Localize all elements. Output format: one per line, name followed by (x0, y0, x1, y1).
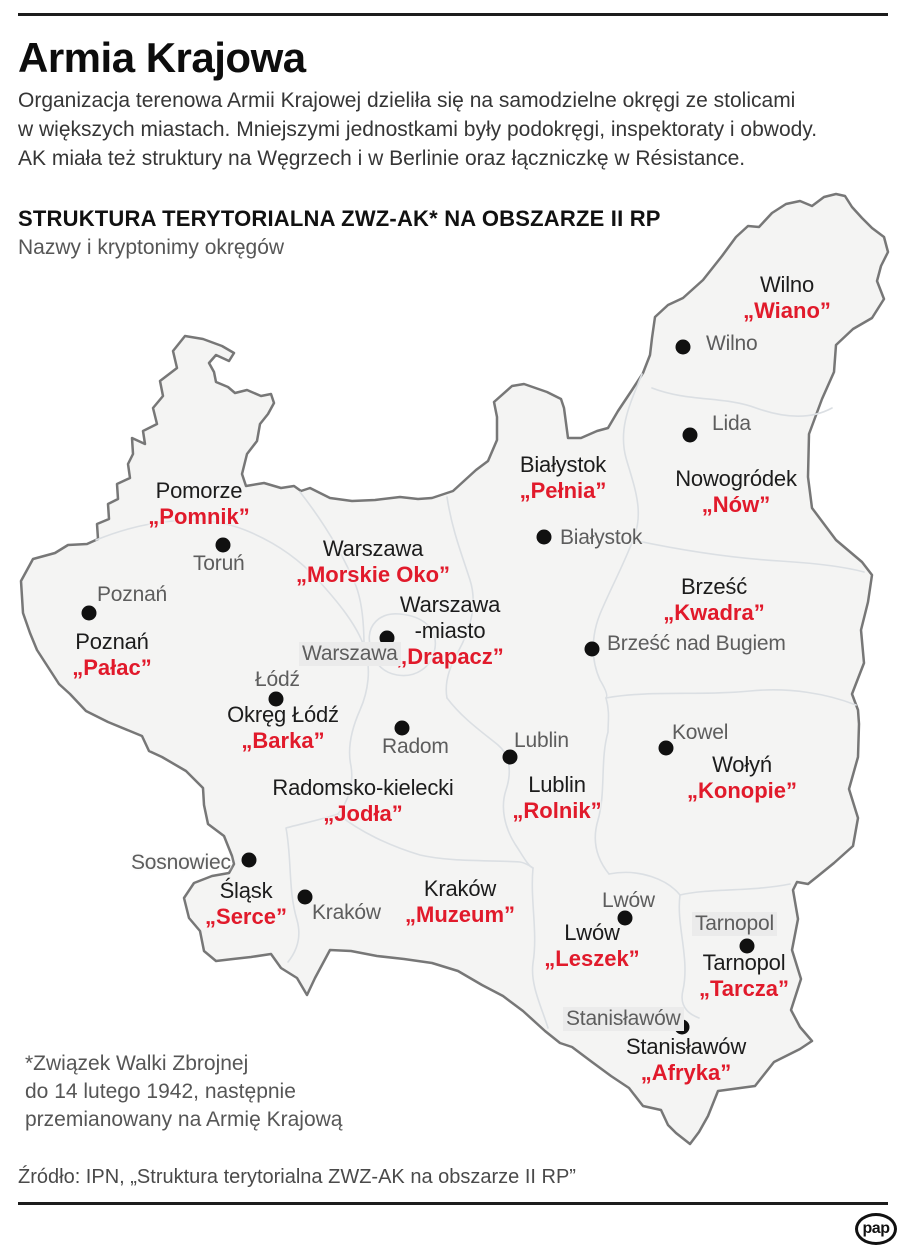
district-cryptonym: „Barka” (241, 728, 325, 753)
city-dot-kowel (658, 740, 674, 756)
pap-logo: pap (855, 1213, 897, 1245)
city-dot-wilno (675, 339, 691, 355)
district-cryptonym: „Tarcza” (698, 976, 790, 1001)
city-label: Poznań (97, 583, 168, 606)
city-label: Wilno (706, 332, 758, 355)
district-label-bialystok: Białystok „Pełnia” (520, 452, 607, 504)
city-dot-pozna- (81, 605, 97, 621)
district-name: Okręg Łódź (227, 702, 339, 727)
district-label-lublin: Lublin „Rolnik” (512, 772, 601, 824)
top-rule (18, 13, 888, 16)
district-label-slask: Śląsk „Serce” (205, 878, 287, 930)
city-label: Toruń (193, 552, 245, 575)
city-dot-warszawa (379, 630, 395, 646)
district-name: Śląsk (219, 878, 273, 903)
city-dot-sosnowiec (241, 852, 257, 868)
city-label: Brześć nad Bugiem (607, 632, 786, 655)
district-name: Warszawa (322, 536, 424, 561)
district-name: Białystok (519, 452, 607, 477)
country-outline (19, 192, 890, 1146)
intro-text: Organizacja terenowa Armii Krajowej dzie… (18, 89, 818, 170)
district-name: Wilno (759, 272, 815, 297)
district-name: Poznań (75, 629, 149, 654)
district-name: Pomorze (155, 478, 243, 503)
district-label-krakow: Kraków „Muzeum” (405, 876, 515, 928)
city-label: Stanisławów (563, 1007, 684, 1031)
city-dot-tarnopol (739, 938, 755, 954)
pap-logo-text: pap (862, 1220, 890, 1237)
city-dot-brze-nad-bugiem (584, 641, 600, 657)
city-dot-toru- (215, 537, 231, 553)
district-cryptonym: „Wiano” (743, 298, 831, 323)
city-label: Lwów (602, 889, 655, 912)
district-label-stanislawow: Stanisławów „Afryka” (626, 1034, 746, 1086)
city-label: Łódź (255, 668, 300, 691)
city-dot-radom (394, 720, 410, 736)
district-name: Tarnopol (702, 950, 786, 975)
district-cryptonym: „Konopie” (687, 778, 797, 803)
district-name: Stanisławów (625, 1034, 747, 1059)
district-name: Radomsko-kielecki (272, 775, 454, 800)
city-dot-lida (682, 427, 698, 443)
city-dot-krak-w (297, 889, 313, 905)
district-label-wolyn: Wołyń „Konopie” (687, 752, 797, 804)
district-cryptonym: „Afryka” (640, 1060, 732, 1085)
district-name: Kraków (423, 876, 497, 901)
district-label-lodz: Okręg Łódź „Barka” (227, 702, 339, 754)
section-title: STRUKTURA TERYTORIALNA ZWZ-AK* NA OBSZAR… (18, 206, 661, 231)
district-cryptonym: „Drapacz” (396, 644, 504, 669)
district-cryptonym: „Leszek” (544, 946, 640, 971)
district-label-pomorze: Pomorze „Pomnik” (148, 478, 249, 530)
city-label: Lida (712, 412, 751, 435)
district-label-radomsko-kielecki: Radomsko-kielecki „Jodła” (272, 775, 453, 827)
bottom-rule (18, 1202, 888, 1205)
district-name: Lwów (564, 920, 620, 945)
section-subtitle: Nazwy i kryptonimy okręgów (18, 236, 285, 259)
city-dot--d- (268, 691, 284, 707)
district-name: Warszawa -miasto (399, 592, 501, 643)
district-cryptonym: „Kwadra” (663, 600, 765, 625)
district-label-wilno: Wilno „Wiano” (743, 272, 831, 324)
city-label: Lublin (514, 729, 569, 752)
district-cryptonym: „Morskie Oko” (295, 562, 451, 587)
district-name: Lublin (528, 772, 586, 797)
city-label: Kraków (312, 901, 381, 924)
city-label: Kowel (672, 721, 729, 744)
district-label-warszawa-miasto: Warszawa -miasto „Drapacz” (396, 592, 504, 670)
district-cryptonym: „Pałac” (72, 655, 152, 680)
city-label: Tarnopol (692, 912, 777, 936)
district-cryptonym: „Nów” (701, 492, 771, 517)
page-title: Armia Krajowa (18, 34, 306, 81)
footnote: *Związek Walki Zbrojnej do 14 lutego 194… (25, 1052, 343, 1131)
district-cryptonym: „Jodła” (323, 801, 403, 826)
city-dot-lublin (502, 749, 518, 765)
city-dot-lw-w (617, 910, 633, 926)
district-name: Nowogródek (675, 466, 797, 491)
district-cryptonym: „Muzeum” (405, 902, 515, 927)
source-text: Źródło: IPN, „Struktura terytorialna ZWZ… (18, 1166, 576, 1188)
district-cryptonym: „Rolnik” (512, 798, 602, 823)
district-label-poznan: Poznań „Pałac” (72, 629, 152, 681)
district-name: Wołyń (712, 752, 772, 777)
district-borders (95, 373, 865, 1029)
district-label-lwow: Lwów „Leszek” (544, 920, 639, 972)
city-label: Sosnowiec (131, 851, 231, 874)
district-label-tarnopol: Tarnopol „Tarcza” (699, 950, 789, 1002)
district-label-brzesc: Brześć „Kwadra” (663, 574, 764, 626)
city-label: Warszawa (299, 642, 401, 666)
district-label-warszawa-okreg: Warszawa „Morskie Oko” (296, 536, 450, 588)
city-dot-bia-ystok (536, 529, 552, 545)
district-label-nowogrodek: Nowogródek „Nów” (675, 466, 797, 518)
district-name: Brześć (680, 574, 748, 599)
district-cryptonym: „Pomnik” (148, 504, 250, 529)
district-cryptonym: „Pełnia” (519, 478, 607, 503)
district-cryptonym: „Serce” (205, 904, 287, 929)
city-label: Radom (382, 735, 449, 758)
city-label: Białystok (560, 526, 643, 549)
